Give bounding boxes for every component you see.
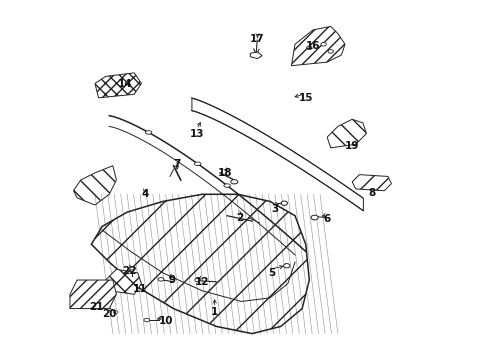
Ellipse shape <box>130 266 135 270</box>
Ellipse shape <box>195 278 200 282</box>
Ellipse shape <box>158 278 164 281</box>
Text: 18: 18 <box>218 168 233 178</box>
Text: 20: 20 <box>102 309 117 319</box>
Polygon shape <box>327 119 367 148</box>
Text: 12: 12 <box>195 277 209 287</box>
Text: 17: 17 <box>250 34 265 44</box>
Text: 8: 8 <box>368 188 375 198</box>
Polygon shape <box>292 26 345 66</box>
Ellipse shape <box>307 46 312 50</box>
Text: 22: 22 <box>122 266 136 276</box>
Text: 21: 21 <box>90 302 104 312</box>
Text: 9: 9 <box>168 275 175 285</box>
Text: 1: 1 <box>211 307 218 317</box>
Ellipse shape <box>144 318 149 322</box>
Text: 11: 11 <box>132 284 147 294</box>
Polygon shape <box>74 166 117 205</box>
Ellipse shape <box>311 215 318 220</box>
Text: 6: 6 <box>323 214 331 224</box>
Text: 14: 14 <box>118 78 133 89</box>
Text: 4: 4 <box>141 189 148 199</box>
Text: 19: 19 <box>345 141 359 151</box>
Ellipse shape <box>146 131 152 134</box>
Text: 15: 15 <box>298 93 313 103</box>
Ellipse shape <box>281 201 288 205</box>
Polygon shape <box>70 280 117 309</box>
Ellipse shape <box>231 180 238 184</box>
Ellipse shape <box>224 184 230 187</box>
Ellipse shape <box>321 42 326 46</box>
Polygon shape <box>250 52 262 59</box>
Text: 16: 16 <box>306 41 320 51</box>
Text: 3: 3 <box>272 203 279 213</box>
Ellipse shape <box>328 50 333 53</box>
Text: 2: 2 <box>236 212 243 222</box>
Ellipse shape <box>195 162 201 166</box>
Polygon shape <box>352 175 392 191</box>
Polygon shape <box>92 194 309 334</box>
Ellipse shape <box>284 264 290 268</box>
Text: 10: 10 <box>159 316 173 326</box>
Text: 13: 13 <box>190 129 204 139</box>
Polygon shape <box>106 269 142 294</box>
Polygon shape <box>95 73 142 98</box>
Text: 7: 7 <box>173 159 181 169</box>
Ellipse shape <box>113 311 118 314</box>
Text: 5: 5 <box>268 268 275 278</box>
